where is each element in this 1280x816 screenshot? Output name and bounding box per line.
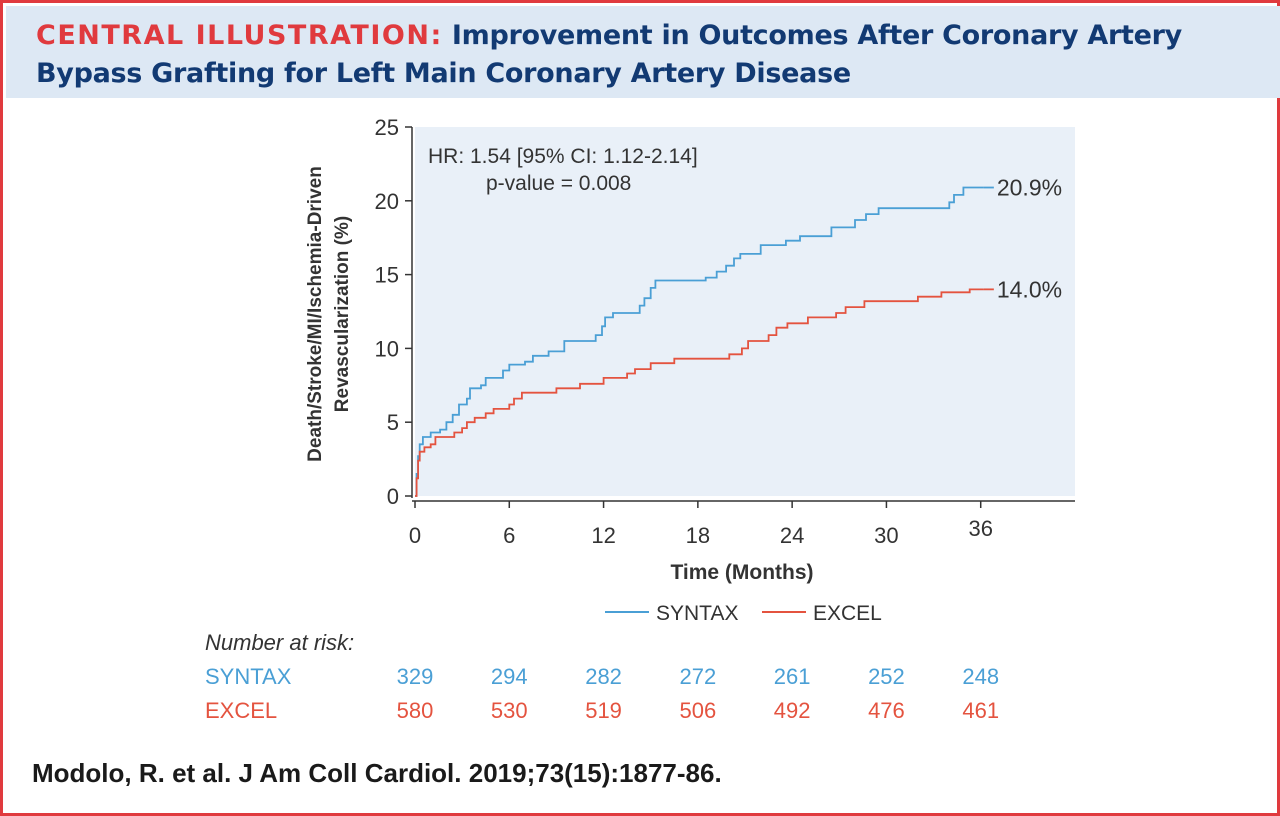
- y-tick-label: 25: [375, 115, 399, 140]
- risk-value: 476: [868, 698, 905, 723]
- y-tick-label: 20: [375, 189, 399, 214]
- risk-row-label: SYNTAX: [205, 664, 292, 689]
- p-value-annotation: p-value = 0.008: [486, 172, 631, 195]
- legend: SYNTAX EXCEL: [605, 602, 882, 625]
- risk-value: 294: [490, 664, 528, 689]
- legend-label-syntax: SYNTAX: [656, 602, 738, 625]
- y-tick-label: 10: [375, 336, 399, 361]
- central-illustration-label: CENTRAL ILLUSTRATION:: [36, 20, 443, 51]
- series-layer: 20.9% 14.0%: [415, 175, 1062, 497]
- y-axis: 0 5 10 15 20 25: [375, 115, 413, 509]
- end-value-label-syntax: 20.9%: [997, 175, 1062, 201]
- risk-value: 248: [962, 664, 1000, 689]
- header-line-1: CENTRAL ILLUSTRATION: Improvement in Out…: [36, 20, 1182, 51]
- risk-value: 261: [773, 664, 811, 689]
- series-line-syntax: [415, 186, 984, 497]
- risk-row-syntax: SYNTAX 329 294 282 272 261 252 248: [0, 664, 1280, 692]
- citation: Modolo, R. et al. J Am Coll Cardiol. 201…: [32, 758, 722, 788]
- risk-value: 530: [490, 698, 528, 723]
- risk-value: 492: [773, 698, 811, 723]
- y-tick-label: 15: [375, 263, 399, 288]
- risk-value: 329: [396, 664, 434, 689]
- y-axis-label-line-2: Revascularization (%): [332, 216, 353, 412]
- risk-value: 272: [679, 664, 717, 689]
- risk-row-label: EXCEL: [205, 698, 278, 723]
- x-axis-label: Time (Months): [670, 561, 813, 584]
- plot-background: [415, 127, 1075, 496]
- number-at-risk-title: Number at risk:: [205, 630, 355, 655]
- y-tick-label: 5: [387, 410, 399, 435]
- risk-row-excel: EXCEL 580 530 519 506 492 476 461: [0, 698, 1280, 726]
- y-tick-label: 0: [387, 484, 399, 509]
- x-tick-label: 0: [409, 523, 421, 548]
- header-title-line-1: Improvement in Outcomes After Coronary A…: [451, 20, 1182, 51]
- hazard-ratio-annotation: HR: 1.54 [95% CI: 1.12-2.14]: [428, 145, 698, 168]
- series-line-excel: [415, 288, 984, 497]
- legend-label-excel: EXCEL: [813, 602, 882, 625]
- x-tick-label: 18: [686, 523, 710, 548]
- y-axis-label-line-1: Death/Stroke/MI/Ischemia-Driven: [305, 166, 326, 462]
- x-tick-label: 30: [874, 523, 898, 548]
- risk-value: 461: [962, 698, 1000, 723]
- end-value-label-excel: 14.0%: [997, 276, 1062, 302]
- risk-value: 252: [868, 664, 905, 689]
- risk-value: 580: [396, 698, 434, 723]
- x-tick-label: 36: [968, 516, 992, 541]
- x-tick-label: 24: [780, 523, 804, 548]
- x-axis: 0 6 12 18 24 30 36: [409, 500, 1075, 548]
- risk-value: 519: [585, 698, 622, 723]
- risk-value: 282: [585, 664, 622, 689]
- header-banner: CENTRAL ILLUSTRATION: Improvement in Out…: [6, 6, 1280, 98]
- header-title-line-2: Bypass Grafting for Left Main Coronary A…: [36, 58, 851, 89]
- x-tick-label: 6: [503, 523, 515, 548]
- risk-value: 506: [679, 698, 717, 723]
- x-tick-label: 12: [591, 523, 615, 548]
